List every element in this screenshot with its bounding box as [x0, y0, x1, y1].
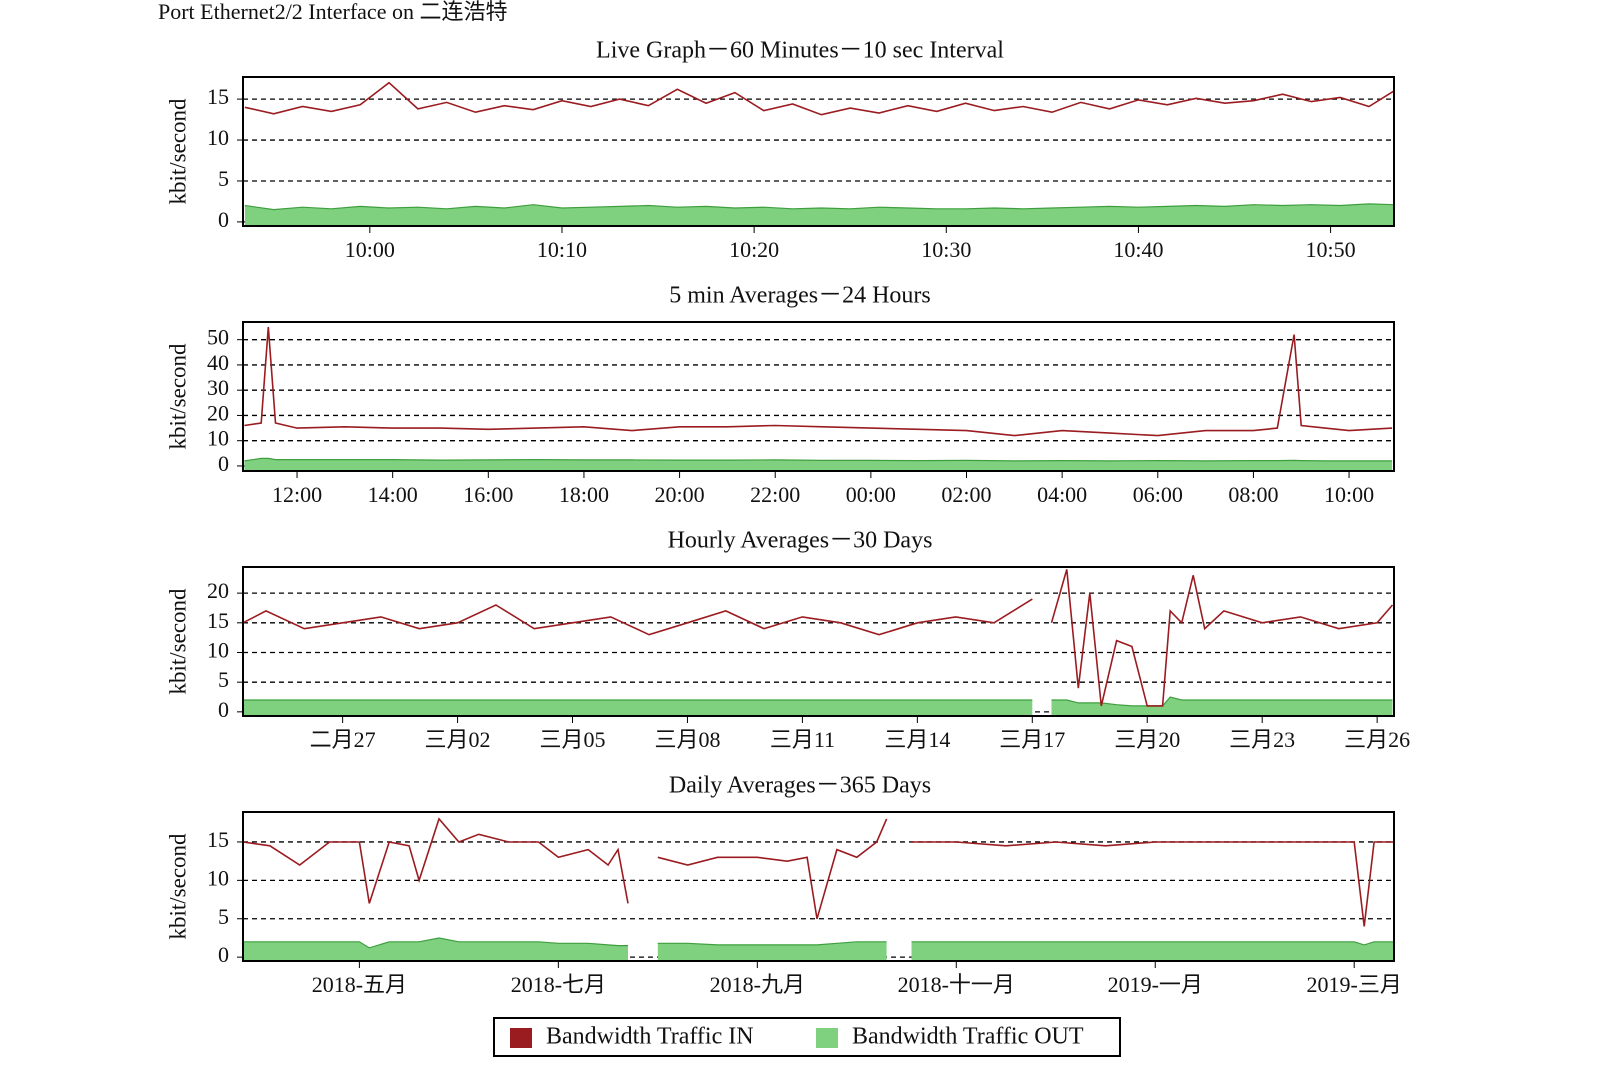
series-line [243, 696, 1393, 707]
x-tick-label: 10:40 [1113, 237, 1163, 262]
y-tick-label: 40 [207, 350, 229, 375]
y-tick-label: 10 [207, 638, 229, 663]
plot-frame [242, 811, 1395, 962]
x-tick-label: 三月11 [770, 727, 835, 752]
chart-title: Daily Averages－365 Days [669, 773, 931, 799]
x-tick-label: 三月05 [540, 727, 606, 752]
area-fill [244, 458, 1393, 471]
plot-frame [242, 76, 1395, 227]
page-title: Port Ethernet2/2 Interface on 二连浩特 [158, 0, 507, 24]
x-tick-label: 二月27 [310, 727, 376, 752]
x-tick-label: 12:00 [272, 482, 322, 507]
legend-frame [493, 1017, 1121, 1057]
y-tick-label: 20 [207, 400, 229, 425]
x-tick-label: 2018-五月 [312, 972, 407, 997]
series-line [244, 81, 1395, 116]
plot-frame [242, 566, 1395, 717]
plot-frame [242, 321, 1395, 472]
y-tick-label: 5 [218, 667, 229, 692]
series-line [242, 817, 1394, 927]
area-fill [243, 938, 1394, 961]
chart-title: Hourly Averages－30 Days [668, 528, 933, 554]
y-tick-label: 15 [207, 84, 229, 109]
x-tick-label: 20:00 [655, 482, 705, 507]
y-tick-label: 50 [207, 325, 229, 350]
series-line [242, 569, 1394, 707]
x-tick-label: 10:30 [921, 237, 971, 262]
x-tick-label: 三月17 [999, 727, 1065, 752]
y-axis-label: kbit/second [165, 588, 190, 695]
y-tick-label: 10 [207, 426, 229, 451]
x-tick-label: 22:00 [750, 482, 800, 507]
x-tick-label: 14:00 [368, 482, 418, 507]
x-tick-label: 三月08 [654, 727, 720, 752]
x-tick-label: 10:10 [537, 237, 587, 262]
x-tick-label: 18:00 [559, 482, 609, 507]
series-line [243, 937, 1394, 949]
x-tick-label: 06:00 [1133, 482, 1183, 507]
x-tick-label: 三月20 [1114, 727, 1180, 752]
y-tick-label: 15 [207, 827, 229, 852]
x-tick-label: 00:00 [846, 482, 896, 507]
legend-label: Bandwidth Traffic IN [546, 1024, 754, 1050]
series-line [244, 327, 1393, 437]
y-tick-label: 0 [218, 451, 229, 476]
chart-title: Live Graph－60 Minutes－10 sec Interval [596, 38, 1004, 64]
x-tick-label: 16:00 [463, 482, 513, 507]
y-tick-label: 20 [207, 578, 229, 603]
series-line [244, 457, 1393, 462]
legend-label: Bandwidth Traffic OUT [852, 1024, 1084, 1050]
x-tick-label: 三月23 [1229, 727, 1295, 752]
y-tick-label: 15 [207, 608, 229, 633]
x-tick-label: 10:00 [345, 237, 395, 262]
x-tick-label: 10:00 [1324, 482, 1374, 507]
y-tick-label: 0 [218, 942, 229, 967]
x-tick-label: 02:00 [941, 482, 991, 507]
x-tick-label: 04:00 [1037, 482, 1087, 507]
x-tick-label: 2018-九月 [710, 972, 805, 997]
y-tick-label: 5 [218, 166, 229, 191]
y-tick-label: 5 [218, 904, 229, 929]
y-tick-label: 30 [207, 375, 229, 400]
x-tick-label: 2018-七月 [511, 972, 606, 997]
x-tick-label: 2019-一月 [1108, 972, 1203, 997]
x-tick-label: 2019-三月 [1307, 972, 1402, 997]
x-tick-label: 10:20 [729, 237, 779, 262]
y-axis-label: kbit/second [165, 343, 190, 450]
chart-title: 5 min Averages－24 Hours [669, 283, 931, 309]
x-tick-label: 2018-十一月 [898, 972, 1015, 997]
x-tick-label: 三月14 [884, 727, 950, 752]
y-tick-label: 10 [207, 865, 229, 890]
y-tick-label: 0 [218, 207, 229, 232]
series-line [244, 203, 1395, 211]
x-tick-label: 08:00 [1228, 482, 1278, 507]
area-fill [243, 697, 1393, 716]
y-axis-label: kbit/second [165, 98, 190, 205]
legend-swatch [510, 1028, 532, 1048]
legend-swatch [816, 1028, 838, 1048]
x-tick-label: 10:50 [1306, 237, 1356, 262]
y-axis-label: kbit/second [165, 833, 190, 940]
area-fill [244, 203, 1394, 226]
y-tick-label: 10 [207, 125, 229, 150]
x-tick-label: 三月26 [1344, 727, 1410, 752]
x-tick-label: 三月02 [425, 727, 491, 752]
y-tick-label: 0 [218, 697, 229, 722]
